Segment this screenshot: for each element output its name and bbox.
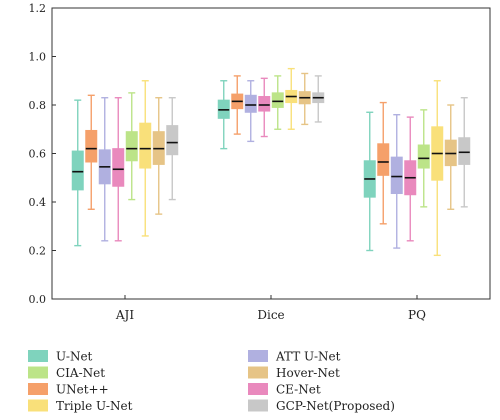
legend-label: ATT U-Net <box>275 350 341 364</box>
legend-label: GCP-Net(Proposed) <box>276 399 395 413</box>
y-tick-label: 0.6 <box>29 148 47 161</box>
legend-swatch <box>28 366 48 379</box>
legend-label: Hover-Net <box>276 366 340 380</box>
legend-swatch <box>28 399 48 412</box>
x-tick-label: PQ <box>408 308 426 322</box>
legend-label: CE-Net <box>276 383 321 397</box>
box-body <box>390 156 403 195</box>
legend-swatch <box>248 350 268 362</box>
legend-swatch <box>28 350 48 362</box>
legend-swatch <box>248 366 268 379</box>
y-tick-label: 0.8 <box>29 99 47 112</box>
box-body <box>71 150 84 191</box>
legend-label: UNet++ <box>56 383 109 397</box>
legend-swatch <box>248 383 268 395</box>
legend-swatch <box>28 383 48 395</box>
legend-label: CIA-Net <box>56 366 105 380</box>
box-body <box>166 125 179 156</box>
box-body <box>139 122 152 169</box>
box-body <box>258 96 271 112</box>
box-body <box>271 92 284 108</box>
y-tick-label: 0.4 <box>29 196 47 209</box>
box-body <box>377 143 390 176</box>
x-tick-label: AJI <box>115 308 134 322</box>
y-tick-label: 1.2 <box>29 2 47 15</box>
y-tick-label: 1.0 <box>29 51 47 64</box>
y-tick-label: 0.0 <box>29 293 47 306</box>
box-body <box>85 129 98 163</box>
x-tick-label: Dice <box>257 308 284 322</box>
y-tick-label: 0.2 <box>29 245 47 258</box>
legend-label: Triple U-Net <box>56 399 133 413</box>
box-body <box>125 131 138 162</box>
legend-label: U-Net <box>56 350 93 364</box>
box-body <box>458 137 471 165</box>
box-body <box>417 144 430 169</box>
box-body <box>244 94 257 113</box>
legend-swatch <box>248 399 268 412</box>
box-body <box>112 148 125 187</box>
